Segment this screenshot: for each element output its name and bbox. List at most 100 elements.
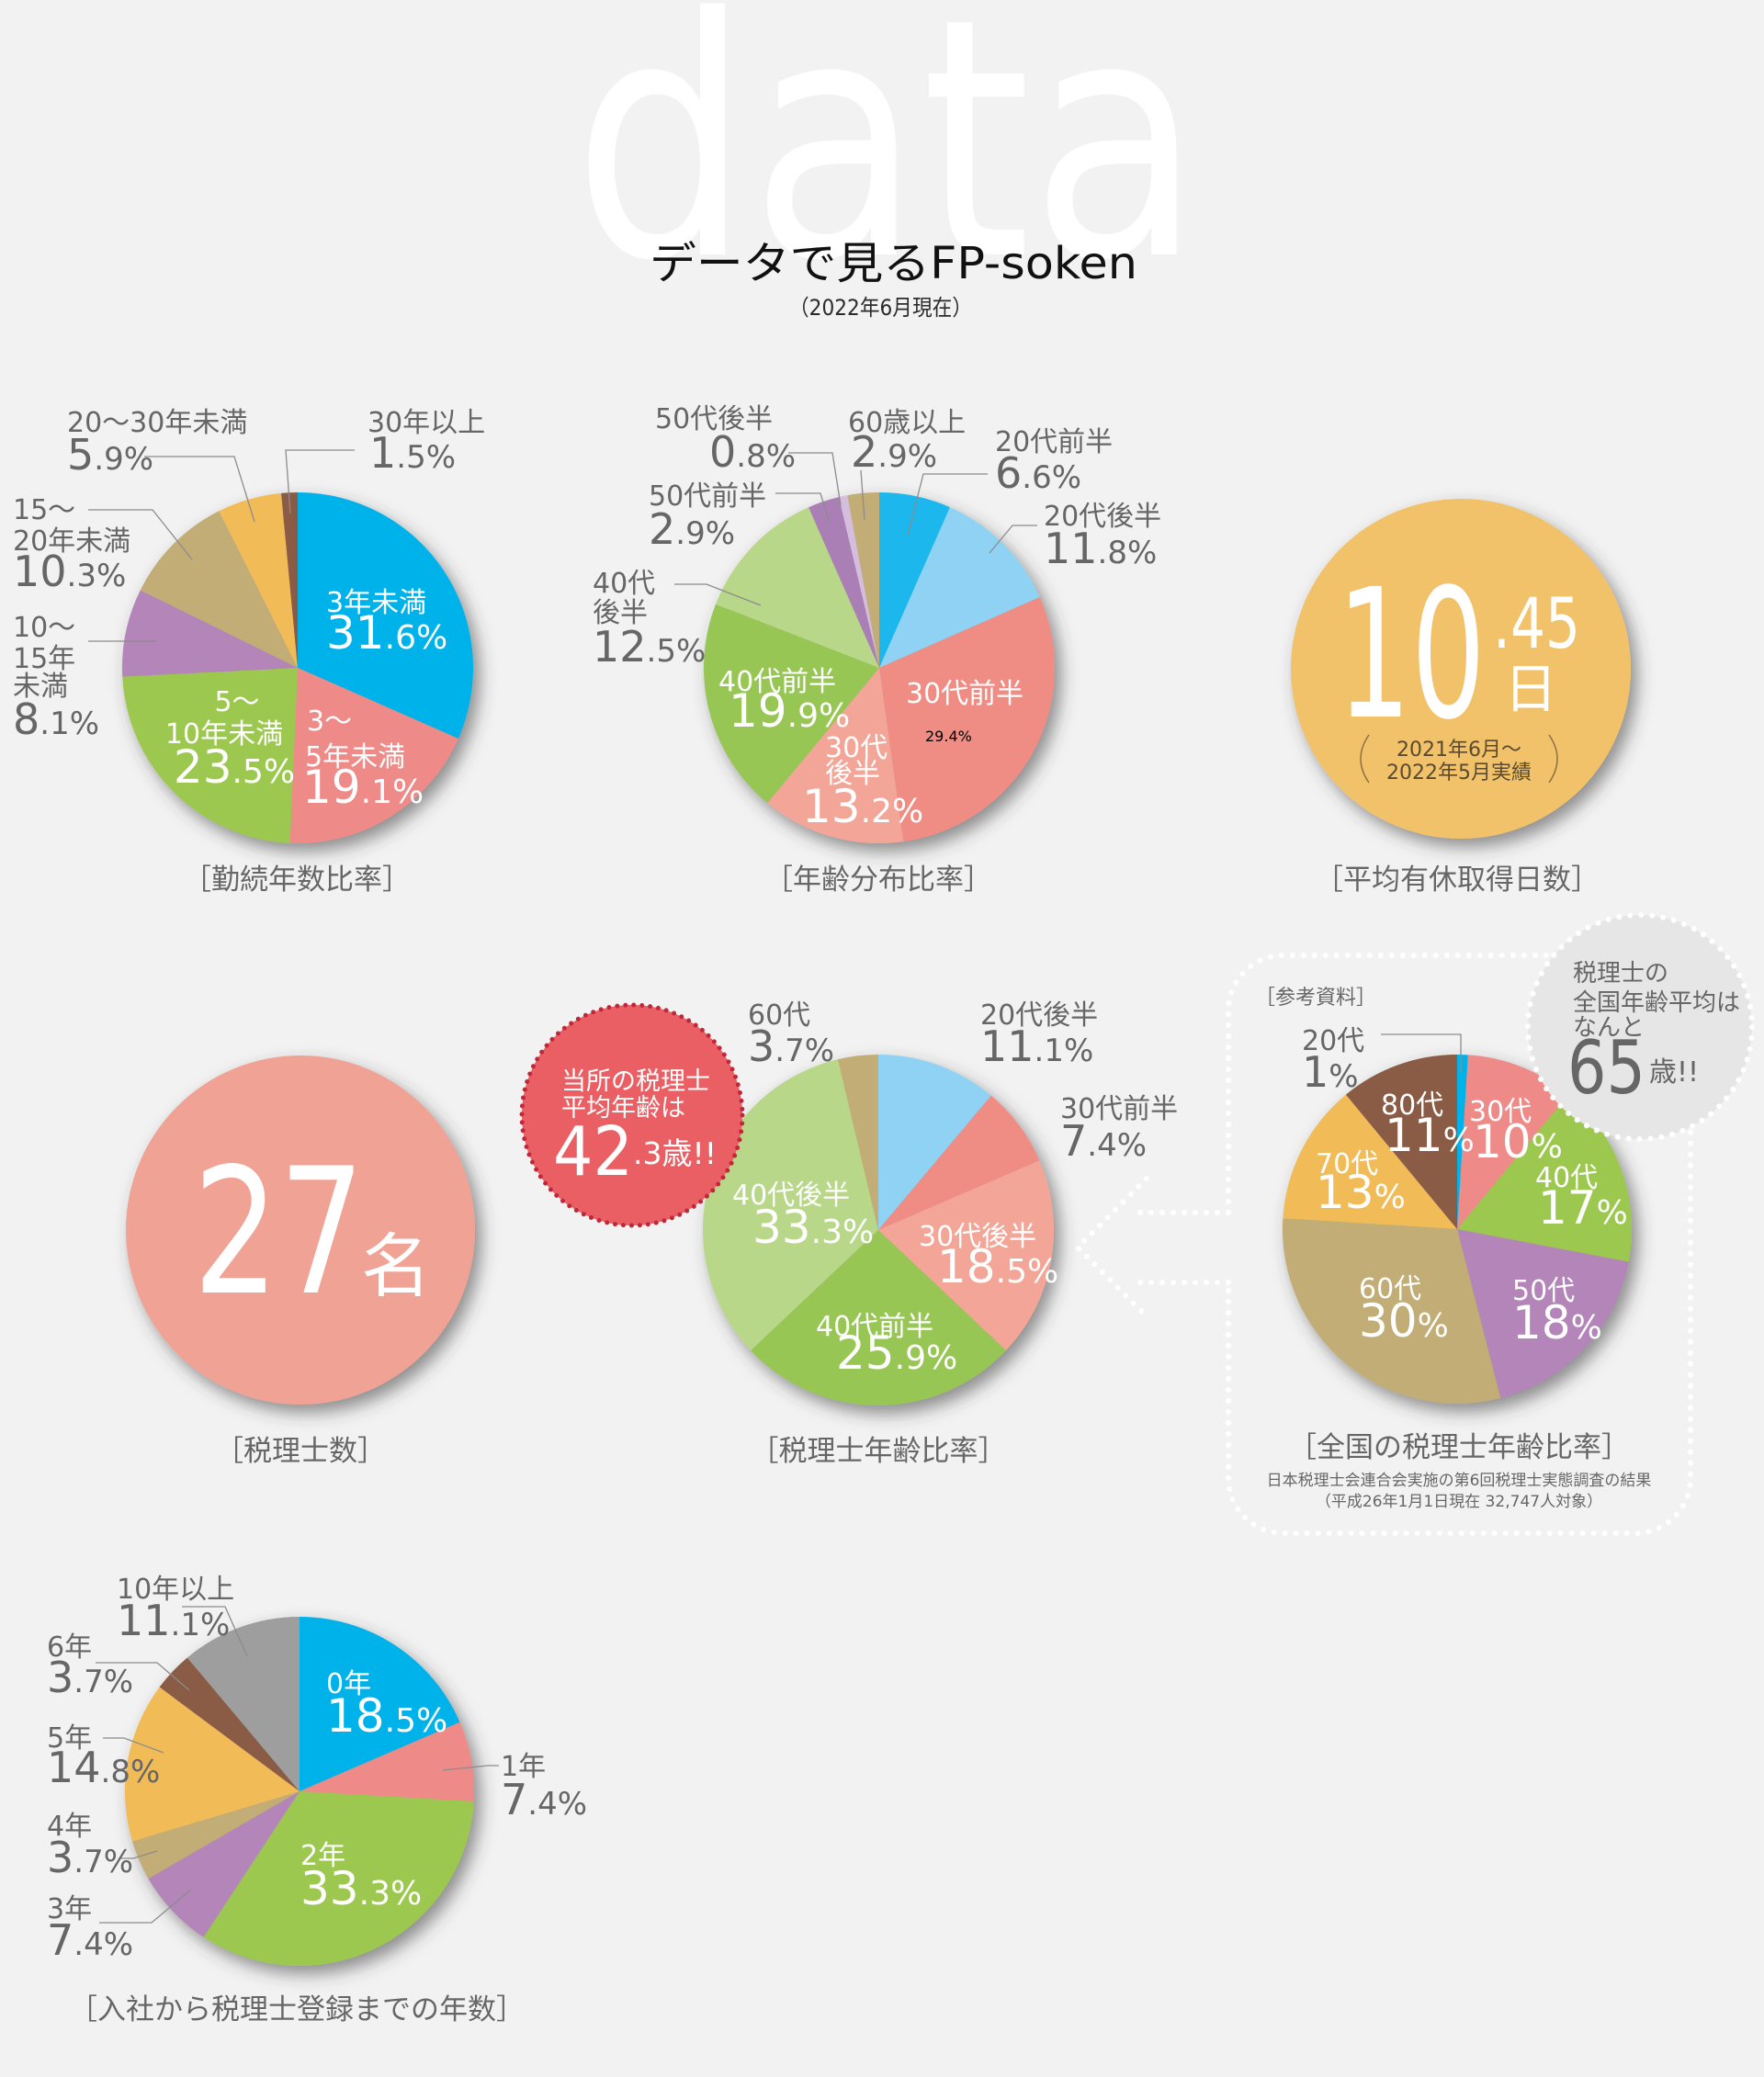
slice-label: 3年 (47, 1893, 92, 1925)
slice-value: 11.1% (980, 1022, 1093, 1071)
slice-label: 20代後半 (1044, 501, 1161, 533)
chart-caption: ［入社から税理士登録までの年数］ (69, 1993, 525, 2026)
callout-line: 全国年齢平均は (1573, 989, 1740, 1017)
slice-value: 17% (1538, 1181, 1628, 1235)
callout-office-average-age: 当所の税理士 平均年齢は 42 .3歳!! (519, 1002, 745, 1228)
slice-value: 18.5% (326, 1689, 447, 1743)
slice-value: 14.8% (47, 1743, 160, 1792)
chart-caption: ［税理士年齢比率］ (751, 1435, 1007, 1468)
slice-value: 7.4% (47, 1915, 133, 1965)
page-header: data データで見るFP-soken （2022年6月現在） (573, 0, 1202, 333)
slice-label: 3年未満 (326, 587, 426, 619)
pie-slice (1283, 1094, 1457, 1229)
slice-value: 19.1% (302, 761, 424, 814)
slice-label: 後半 (593, 597, 648, 629)
pie-slice (140, 511, 298, 668)
slice-value: 19.9% (729, 684, 850, 738)
slice-label: 後半 (825, 758, 880, 790)
slice-value: 30% (1359, 1294, 1449, 1348)
pie-slice (300, 1617, 460, 1791)
slice-label: 15〜 (13, 494, 75, 526)
reference-section: ［参考資料］ 20代 1% 80代 11% 30代 10% 70代 13% 40… (1073, 912, 1755, 1536)
pie-slice (1457, 1055, 1569, 1229)
pie-slice (1457, 1055, 1468, 1229)
pie-slice (159, 1657, 300, 1791)
slice-value: 11% (1385, 1109, 1475, 1162)
slice-label: 30代 (825, 732, 888, 764)
slice-label: 60歳以上 (848, 407, 966, 439)
slice-value: 12.5% (593, 622, 706, 672)
slice-value: 33.3% (300, 1862, 422, 1915)
pie-slice (1457, 1229, 1629, 1399)
leader-line (103, 1737, 164, 1754)
leader-line (674, 583, 762, 606)
slice-value: 13.2% (802, 780, 923, 833)
slice-value: 3.7% (47, 1653, 133, 1702)
pie-slice (838, 495, 879, 668)
page-title: データで見るFP-soken (650, 238, 1137, 289)
leader-line (119, 1850, 158, 1859)
chart-age-distribution: 50代後半 0.8% 60歳以上 2.9% 20代前半 6.6% 20代後半 1… (593, 403, 1161, 897)
chart-caption: ［平均有休取得日数］ (1315, 864, 1600, 897)
slice-value: 3.7% (47, 1833, 133, 1882)
slice-value: 2.9% (649, 504, 735, 554)
slice-value: 5.9% (67, 430, 153, 480)
slice-label: 70代 (1316, 1148, 1378, 1180)
slice-label: 30代 (1469, 1096, 1532, 1128)
slice-value: 7.4% (501, 1775, 587, 1824)
slice-value: 25.9% (836, 1326, 957, 1380)
pie-slice (187, 1617, 300, 1791)
pie-slice (879, 597, 1055, 842)
slice-label: 30代後半 (919, 1221, 1036, 1253)
pie-slice (878, 1055, 991, 1230)
slice-label: 40代 (593, 568, 655, 600)
slice-label: 10年未満 (165, 718, 283, 751)
pie-slice (767, 668, 904, 843)
paren-right-icon (1548, 734, 1558, 784)
pie-slice (837, 1055, 878, 1230)
pie-slice (125, 1687, 300, 1842)
slice-value: 6.6% (995, 448, 1081, 498)
slice-value: 13% (1316, 1166, 1406, 1219)
slice-value: 10% (1473, 1115, 1563, 1168)
slice-label: 50代前半 (649, 480, 766, 513)
chart-caption: ［全国の税理士年齢比率］ (1288, 1431, 1630, 1464)
slice-value: 18.5% (937, 1240, 1058, 1293)
slice-value: 10.3% (13, 547, 126, 596)
leader-line (182, 1606, 248, 1657)
slice-label: 2年 (300, 1840, 345, 1872)
pie-slice (148, 1791, 300, 1937)
slice-label: 3〜 (307, 706, 352, 738)
leader-line (989, 525, 1037, 554)
reference-dotted-frame (1226, 953, 1693, 1536)
slice-label: 30代前半 (1060, 1093, 1178, 1125)
pie-slice (878, 1095, 1040, 1230)
slice-value: 18% (1512, 1296, 1602, 1349)
chart-tenure-ratio: 20〜30年未満 5.9% 30年以上 1.5% 15〜 20年未満 10.3%… (13, 407, 485, 897)
callout-age-rest: .3歳!! (633, 1135, 717, 1171)
slice-value: 2.9% (851, 427, 937, 477)
callout-line: 平均年齢は (561, 1094, 685, 1123)
paren-left-icon (1360, 734, 1370, 784)
slice-label: 1年 (501, 1751, 546, 1783)
slice-value: 8.1% (13, 694, 99, 744)
slice-value: 31.6% (326, 606, 447, 660)
pie-slice (879, 492, 950, 668)
leader-line (907, 473, 988, 536)
pie-slice (289, 668, 458, 844)
slice-label: 20〜30年未満 (67, 407, 247, 439)
pie-slice (808, 497, 879, 668)
pie-slice (1345, 1055, 1457, 1229)
slice-label: 0年 (326, 1668, 371, 1700)
slice-value: 1% (1302, 1047, 1359, 1097)
callout-red-circle (522, 1005, 742, 1225)
pie-slice (1457, 1094, 1632, 1262)
paid-leave-circle (1291, 499, 1631, 839)
chart-caption: ［税理士数］ (215, 1435, 386, 1468)
slice-label: 20代 (1302, 1025, 1364, 1057)
slice-label: 40代後半 (732, 1180, 850, 1212)
slice-label: 40代前半 (718, 666, 836, 698)
slice-label: 60代 (1359, 1273, 1421, 1305)
chart-caption: ［勤続年数比率］ (183, 864, 411, 897)
leader-line (285, 449, 355, 514)
